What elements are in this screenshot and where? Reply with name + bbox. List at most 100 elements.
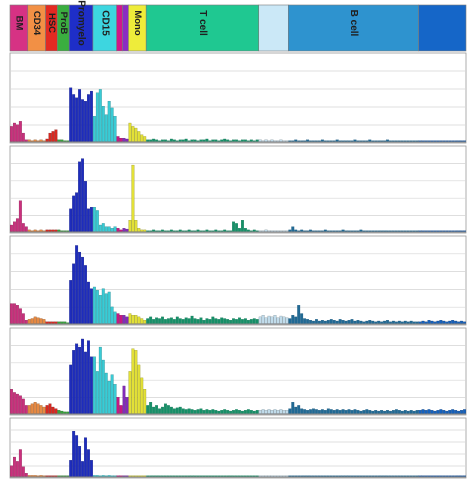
bar-nk: [261, 475, 265, 477]
bar-plasma: [460, 230, 463, 232]
bar-promyelo: [78, 161, 82, 232]
bar-mono: [143, 389, 147, 414]
bar-plasma: [418, 410, 422, 414]
bar-nk: [273, 315, 277, 324]
bar-mono: [134, 315, 138, 324]
bar-eos: [125, 397, 129, 414]
bar-tcell: [181, 408, 185, 414]
bar-mono: [131, 475, 135, 477]
bar-mono: [140, 318, 144, 324]
bar-bcell: [309, 475, 312, 477]
bar-tcell: [184, 317, 188, 324]
bar-bcell: [415, 410, 419, 414]
bar-bcell: [341, 140, 345, 142]
bar-bcell: [326, 230, 330, 232]
bar-nk: [279, 139, 283, 142]
bar-nk: [264, 229, 268, 232]
bar-nk: [276, 410, 280, 414]
bar-plasma: [439, 320, 443, 324]
bar-plasma: [421, 320, 425, 324]
bar-tcell: [249, 410, 253, 414]
bar-tcell: [220, 230, 224, 232]
bar-cd15: [110, 306, 114, 324]
bar-plasma: [442, 230, 446, 232]
bar-plasma: [445, 230, 449, 232]
bar-nk: [261, 230, 265, 232]
bar-cd15: [113, 475, 117, 477]
bar-bm: [13, 456, 16, 477]
bar-bcell: [306, 410, 310, 414]
bar-bcell: [397, 475, 401, 477]
bar-tcell: [184, 409, 188, 414]
header-label-mono: Mono: [132, 10, 143, 36]
bar-tcell: [243, 410, 247, 414]
bar-bm: [15, 218, 19, 232]
bar-bcell: [365, 140, 369, 142]
bar-bcell: [297, 475, 301, 477]
bar-bcell: [338, 140, 342, 142]
bar-promyelo: [89, 288, 93, 324]
bar-bm: [24, 139, 28, 142]
bar-bcell: [374, 230, 378, 232]
bar-bcell: [326, 408, 330, 414]
bar-bcell: [288, 318, 292, 324]
bar-bcell: [297, 140, 301, 142]
bar-nk: [270, 230, 274, 232]
bar-bcell: [368, 139, 372, 142]
bar-tcell: [169, 229, 173, 232]
bar-bcell: [374, 140, 378, 142]
bar-eos: [122, 385, 126, 414]
bar-cd15: [104, 226, 108, 232]
bar-tcell: [246, 475, 250, 477]
bar-baso: [116, 475, 120, 477]
bar-bcell: [320, 409, 324, 414]
bar-plasma: [460, 410, 463, 414]
bar-cd34: [27, 139, 31, 142]
bar-prob: [66, 140, 70, 142]
bar-bcell: [332, 410, 336, 414]
bar-tcell: [175, 140, 179, 142]
bar-bcell: [338, 410, 342, 414]
bar-cd34: [42, 475, 46, 477]
bar-tcell: [232, 410, 235, 414]
bar-cd34: [33, 402, 37, 414]
bar-nk: [267, 475, 271, 477]
bar-plasma: [463, 321, 466, 324]
bar-bcell: [326, 320, 330, 324]
bar-tcell: [178, 229, 182, 232]
bar-cd34: [39, 229, 43, 232]
bar-bcell: [368, 410, 372, 414]
bar-plasma: [448, 320, 452, 324]
bar-promyelo: [81, 461, 84, 477]
bar-promyelo: [72, 263, 76, 324]
bar-bm: [15, 393, 19, 414]
bar-cd34: [33, 475, 37, 477]
bar-bcell: [338, 230, 342, 232]
bar-bcell: [353, 139, 357, 142]
bar-promyelo: [81, 158, 84, 232]
bar-mono: [143, 320, 147, 324]
bar-nk: [276, 317, 280, 324]
bar-tcell: [205, 229, 209, 232]
bar-tcell: [155, 139, 159, 142]
bar-bcell: [392, 410, 395, 414]
bar-bcell: [288, 408, 292, 414]
bar-bcell: [403, 475, 407, 477]
bar-bcell: [359, 320, 363, 324]
bar-bcell: [415, 321, 419, 324]
bar-tcell: [235, 475, 238, 477]
bar-mono: [134, 475, 138, 477]
bar-plasma: [436, 410, 440, 414]
bar-tcell: [158, 318, 161, 324]
bar-plasma: [433, 140, 437, 142]
bar-plasma: [454, 140, 458, 142]
bar-bcell: [317, 410, 321, 414]
bar-bm: [13, 122, 16, 142]
bar-bcell: [377, 320, 381, 324]
bar-bm: [21, 313, 25, 324]
bar-nk: [258, 475, 262, 477]
bar-promyelo: [84, 101, 87, 142]
bar-nk: [279, 230, 283, 232]
bar-cd34: [42, 319, 46, 324]
bar-tcell: [155, 230, 159, 232]
